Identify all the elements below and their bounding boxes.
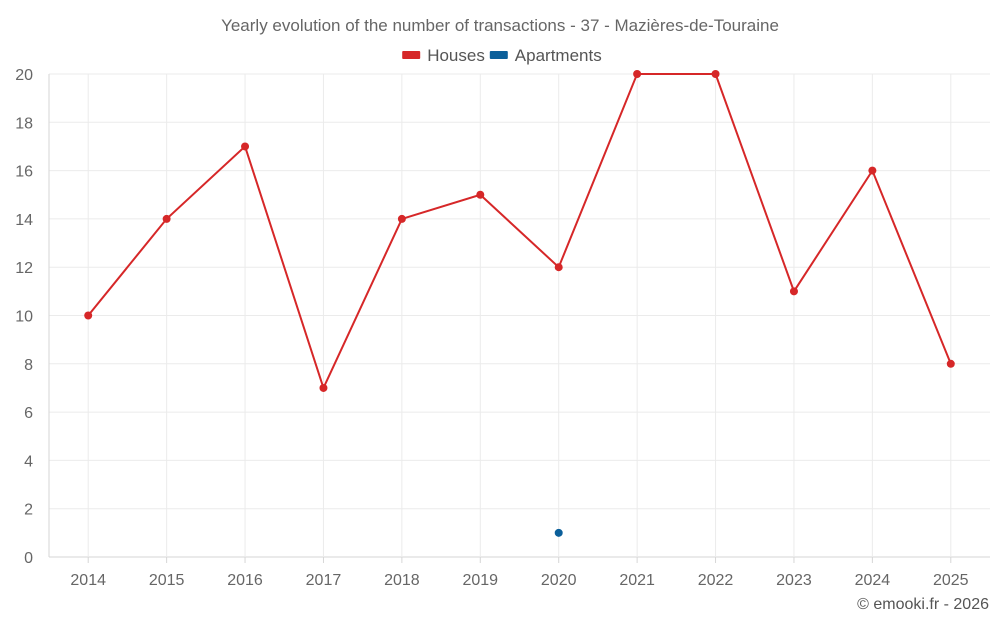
legend-swatch	[402, 51, 421, 59]
data-point[interactable]	[633, 70, 642, 78]
data-point[interactable]	[868, 166, 877, 175]
data-point[interactable]	[476, 190, 485, 199]
data-point[interactable]	[162, 214, 171, 223]
y-tick-label: 18	[15, 115, 33, 132]
series-apartments	[554, 528, 563, 537]
legend-swatch	[489, 51, 508, 59]
data-point[interactable]	[946, 359, 955, 368]
x-tick-label: 2025	[933, 572, 969, 589]
x-tick-label: 2019	[462, 572, 498, 589]
legend-label: Apartments	[515, 46, 602, 65]
data-point[interactable]	[241, 142, 250, 151]
plot-area	[84, 70, 955, 537]
data-point[interactable]	[319, 383, 328, 392]
series-line	[87, 73, 952, 391]
y-tick-label: 20	[15, 67, 33, 84]
x-tick-label: 2023	[776, 572, 812, 589]
y-tick-label: 12	[15, 260, 33, 277]
x-tick-label: 2016	[227, 572, 263, 589]
y-tick-label: 14	[15, 212, 33, 229]
y-tick-label: 16	[15, 164, 33, 181]
y-axis: 0 2 4 6 8 10 12 14 16 18 20	[15, 67, 33, 567]
data-point[interactable]	[84, 311, 93, 320]
legend-item-houses[interactable]: Houses	[402, 46, 485, 65]
x-axis: 2014 2015 2016 2017 2018 2019 2020 2021 2022 2023…	[70, 572, 968, 589]
y-tick-label: 8	[24, 357, 33, 374]
legend: Houses Apartments	[402, 46, 602, 65]
data-point[interactable]	[397, 214, 406, 223]
y-tick-label: 6	[24, 405, 33, 422]
x-tick-label: 2024	[855, 572, 891, 589]
y-tick-label: 4	[24, 453, 33, 470]
x-tick-label: 2022	[698, 572, 734, 589]
data-point[interactable]	[554, 263, 563, 272]
x-tick-label: 2014	[70, 572, 106, 589]
x-tick-label: 2018	[384, 572, 420, 589]
grid	[48, 73, 990, 563]
legend-item-apartments[interactable]: Apartments	[489, 46, 602, 65]
chart-title: Yearly evolution of the number of transa…	[221, 16, 779, 35]
x-tick-label: 2017	[306, 572, 342, 589]
y-tick-label: 2	[24, 502, 33, 519]
legend-label: Houses	[427, 46, 485, 65]
x-tick-label: 2021	[619, 572, 655, 589]
credit-text: © emooki.fr - 2026	[857, 596, 989, 613]
x-tick-label: 2015	[149, 572, 185, 589]
data-point[interactable]	[711, 70, 720, 78]
data-point[interactable]	[789, 287, 798, 296]
series-houses	[84, 70, 955, 392]
y-tick-label: 0	[24, 550, 33, 567]
data-point[interactable]	[554, 528, 563, 537]
y-tick-label: 10	[15, 309, 33, 326]
x-tick-label: 2020	[541, 572, 577, 589]
